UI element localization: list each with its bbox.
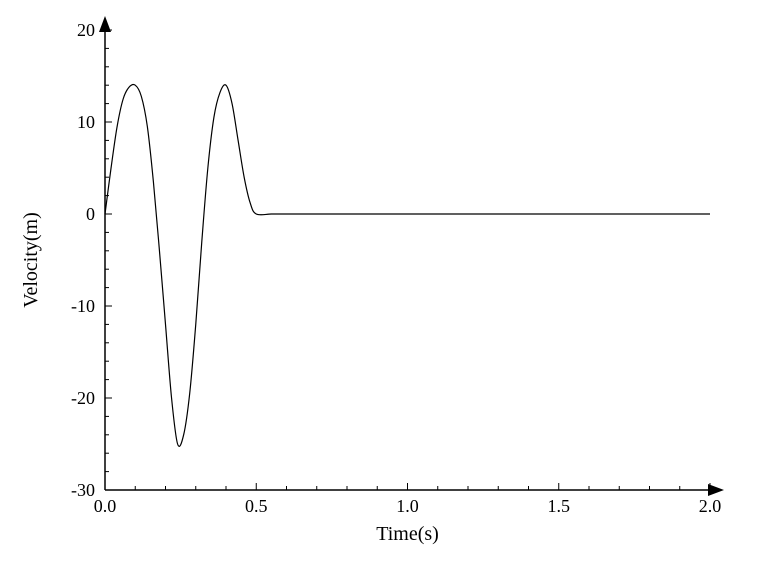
y-axis-label: Velocity(m) <box>20 212 42 308</box>
y-tick-label: 0 <box>86 204 95 224</box>
y-tick-label: 10 <box>77 112 95 132</box>
x-axis-label: Time(s) <box>376 523 439 545</box>
y-tick-label: -20 <box>71 388 95 408</box>
x-tick-label: 2.0 <box>699 496 722 516</box>
chart-svg: 0.0 0.5 1.0 1.5 2.0 -30 -20 -10 0 10 20 Time(s) Velo… <box>0 0 760 568</box>
velocity-time-chart: 0.0 0.5 1.0 1.5 2.0 -30 -20 -10 0 10 20 Time(s) Velo… <box>0 0 760 568</box>
y-tick-label: 20 <box>77 20 95 40</box>
x-tick-label: 0.0 <box>94 496 117 516</box>
y-tick-label: -30 <box>71 480 95 500</box>
x-tick-label: 1.5 <box>548 496 571 516</box>
velocity-series <box>105 84 710 446</box>
y-tick-label: -10 <box>71 296 95 316</box>
x-tick-label: 0.5 <box>245 496 268 516</box>
x-tick-label: 1.0 <box>396 496 419 516</box>
